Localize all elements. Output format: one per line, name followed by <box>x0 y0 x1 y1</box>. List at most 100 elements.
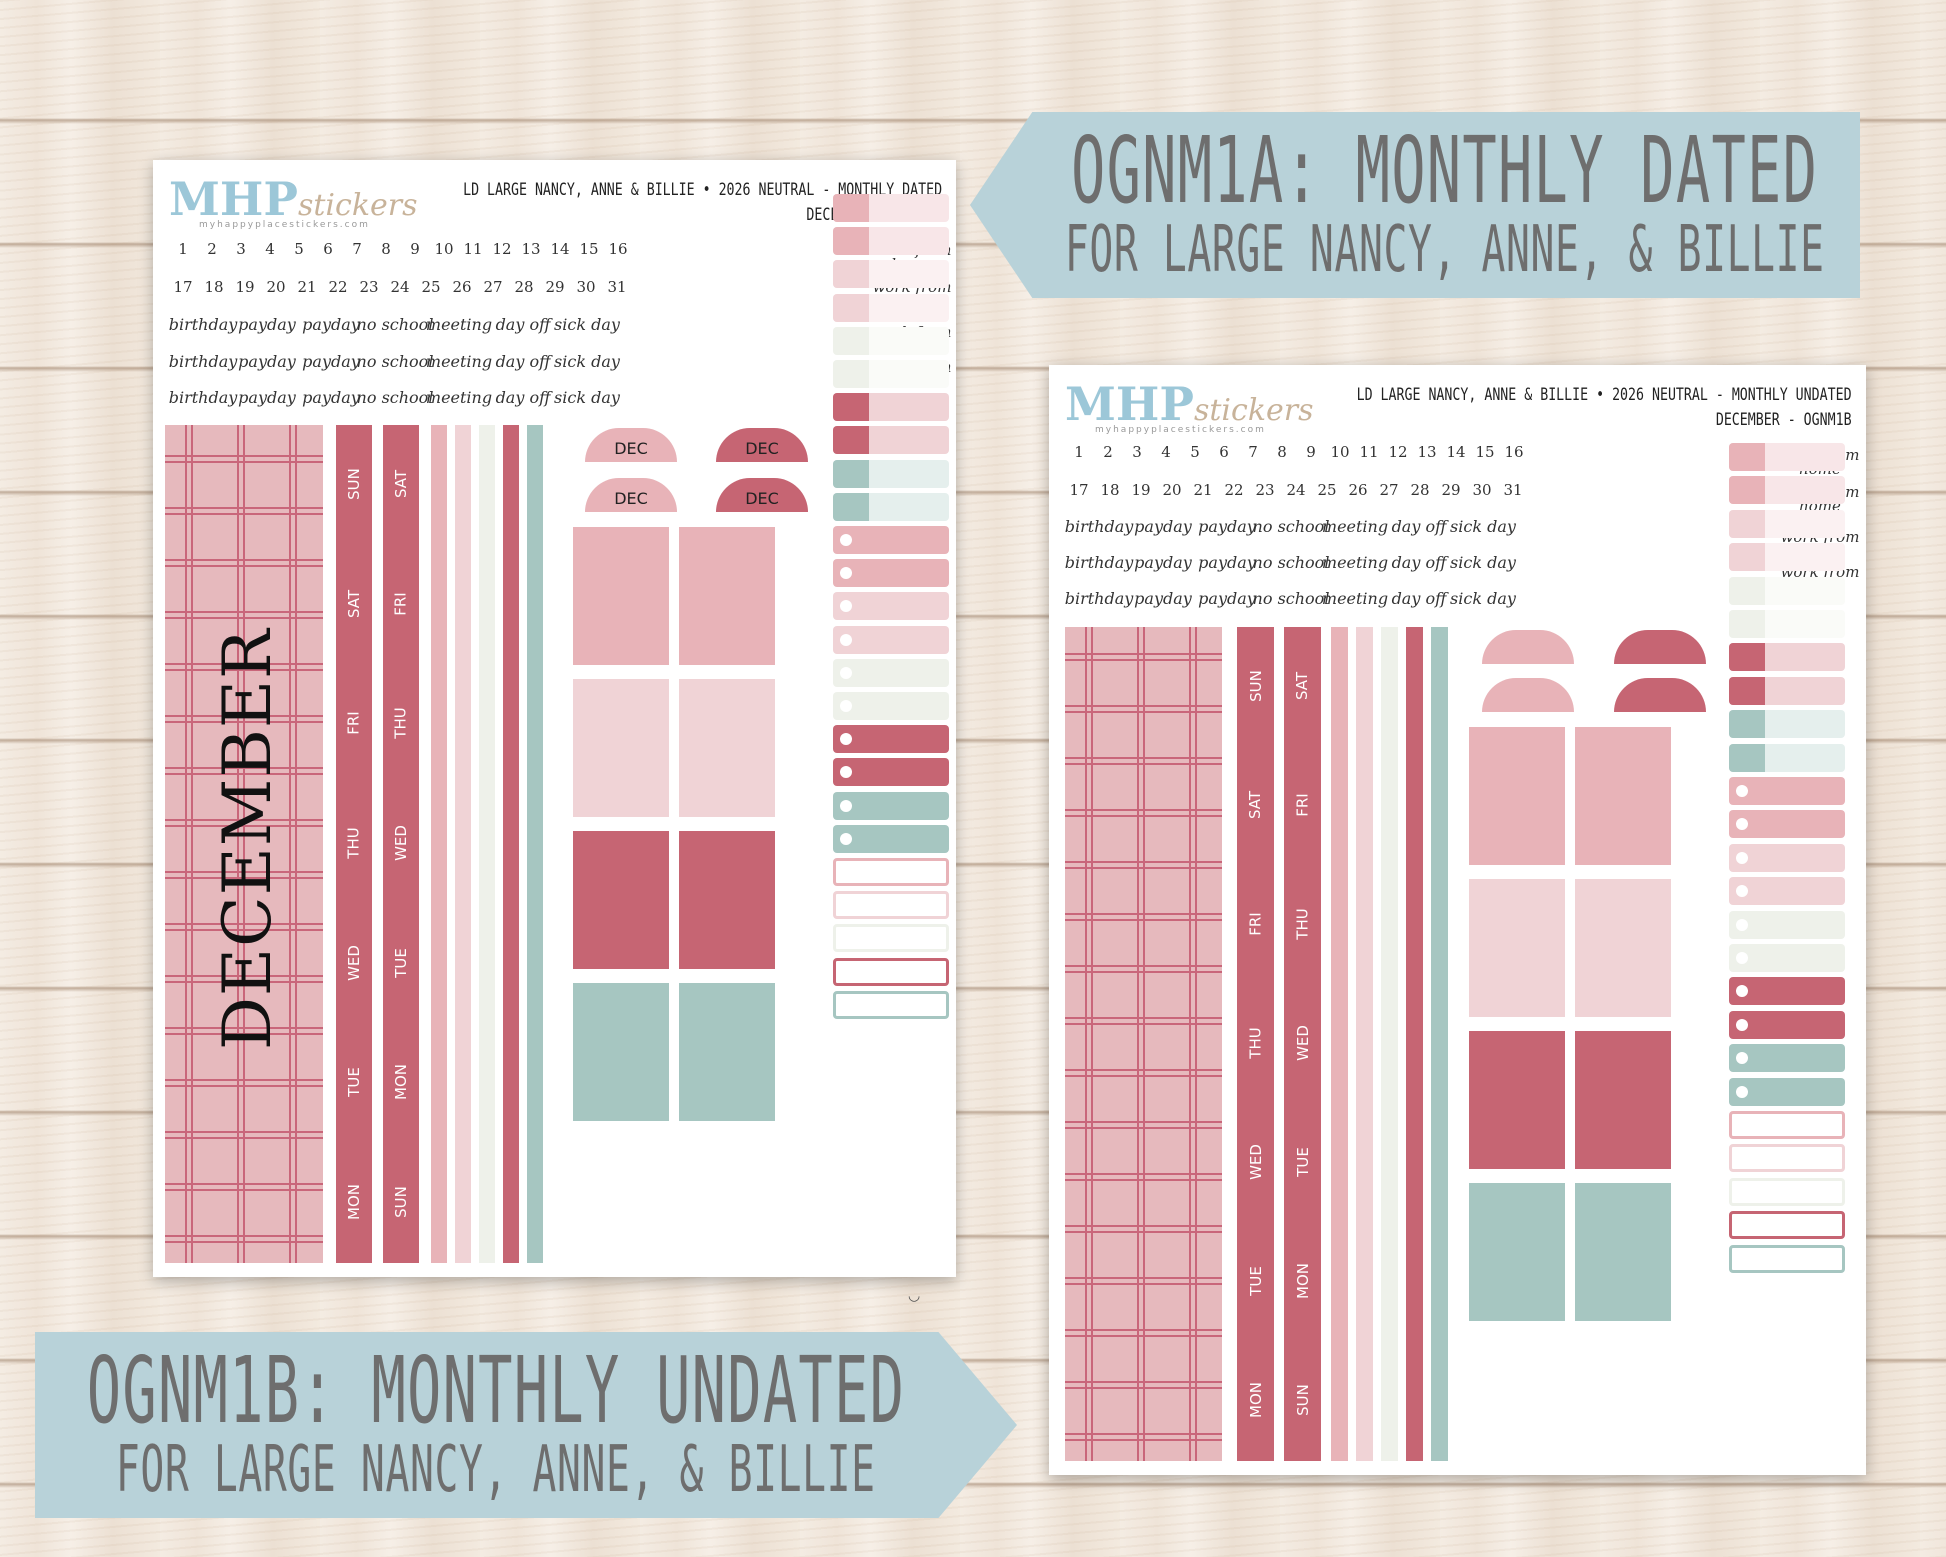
date-number: 5 <box>1190 443 1200 461</box>
label-dot <box>1736 1052 1748 1065</box>
label-dot <box>1736 851 1748 864</box>
date-number: 28 <box>514 278 534 296</box>
word-sticker: no school <box>1252 589 1330 608</box>
dot-label <box>833 692 949 720</box>
weekday-label: TUE <box>1284 1147 1321 1177</box>
word-sticker: payday <box>1198 553 1256 572</box>
weekday-label: SUN <box>1284 1385 1321 1417</box>
word-sticker: birthday <box>1064 553 1134 572</box>
word-sticker: day off <box>495 388 551 407</box>
weekday-label: FRI <box>383 591 419 616</box>
label-tab <box>833 360 869 388</box>
dot-label <box>833 791 949 820</box>
date-number: 15 <box>579 240 599 258</box>
weekday-text: SUN <box>1293 1384 1312 1417</box>
date-number: 4 <box>1161 443 1171 461</box>
full-box <box>573 831 669 969</box>
word-sticker: birthday <box>168 315 238 334</box>
weekday-text: SAT <box>345 589 363 618</box>
weekday-text: FRI <box>391 591 410 616</box>
weekday-strip: SAT FRI THU WED TUE MON SUN <box>383 425 419 1263</box>
weekday-label: SAT <box>1237 791 1274 819</box>
weekday-text: WED <box>1293 1025 1312 1061</box>
tab-label <box>833 393 949 422</box>
label-tab <box>833 393 869 422</box>
word-sticker: sick day <box>1450 553 1516 572</box>
date-number: 13 <box>521 240 541 258</box>
weekday-text: THU <box>344 827 363 859</box>
weekday-strip: SAT FRI THU WED TUE MON SUN <box>1284 627 1321 1461</box>
tab-label <box>1729 443 1845 471</box>
date-number: 10 <box>1330 443 1350 461</box>
label-tab <box>833 194 869 222</box>
date-number: 23 <box>359 278 379 296</box>
label-tab <box>833 293 869 322</box>
word-sticker: payday <box>302 388 360 407</box>
dot-label <box>833 658 949 687</box>
label-tab <box>833 260 869 289</box>
dot-label <box>1729 843 1845 872</box>
tab-label <box>833 459 949 488</box>
date-number: 23 <box>1255 481 1275 499</box>
date-number: 31 <box>607 278 627 296</box>
dot-label <box>833 625 949 654</box>
date-number: 29 <box>545 278 565 296</box>
dot-label <box>833 824 949 853</box>
label-dot <box>840 832 852 845</box>
word-sticker: sick day <box>554 388 620 407</box>
plaid-month-sticker <box>1065 627 1222 1461</box>
month-word: DECEMBER <box>209 628 286 1050</box>
label-dot <box>1736 885 1748 898</box>
weekday-label: TUE <box>1237 1266 1274 1296</box>
word-sticker: meeting <box>425 388 493 407</box>
label-dot <box>1736 952 1748 964</box>
weekday-label: WED <box>336 945 372 981</box>
sticker-sheet-dated: MHPstickers myhappyplacestickers.com LD … <box>153 160 956 1277</box>
label-dot <box>840 567 852 580</box>
weekday-text: SAT <box>1293 671 1312 700</box>
word-sticker: payday <box>302 315 360 334</box>
logo-url: myhappyplacestickers.com <box>199 220 370 230</box>
dot-label <box>1729 810 1845 839</box>
full-box <box>1575 727 1671 865</box>
weekday-text: SUN <box>1246 669 1265 702</box>
date-number: 14 <box>1446 443 1466 461</box>
weekday-label: FRI <box>1284 793 1321 816</box>
outline-label <box>833 924 949 953</box>
weekday-text: MON <box>1246 1382 1265 1419</box>
word-sticker: no school <box>356 388 434 407</box>
word-sticker: payday <box>238 388 296 407</box>
washi-strip <box>1406 627 1423 1461</box>
washi-strip <box>431 425 447 1263</box>
tab-label <box>833 326 949 355</box>
logo-brand: MHP <box>1065 377 1194 431</box>
weekday-label: TUE <box>336 1068 372 1098</box>
date-number: 21 <box>1193 481 1213 499</box>
full-box <box>1469 1183 1565 1321</box>
date-number: 12 <box>492 240 512 258</box>
full-box <box>573 983 669 1121</box>
date-number: 13 <box>1417 443 1437 461</box>
tab-label <box>833 293 949 322</box>
date-number: 25 <box>1317 481 1337 499</box>
half-circle-dec: DEC <box>585 478 677 512</box>
mhp-logo: MHPstickers myhappyplacestickers.com <box>1065 377 1314 435</box>
logo-url: myhappyplacestickers.com <box>1095 425 1266 435</box>
tab-label <box>1729 710 1845 739</box>
outline-label <box>1729 1244 1845 1273</box>
weekday-label: SAT <box>383 470 419 498</box>
date-number: 19 <box>1131 481 1151 499</box>
word-sticker: day off <box>495 352 551 371</box>
weekday-label: SUN <box>1237 670 1274 702</box>
banner-b-subtitle: FOR LARGE NANCY, ANNE, & BILLIE <box>116 1433 876 1508</box>
dot-label <box>1729 1077 1845 1106</box>
word-sticker: payday <box>1198 517 1256 536</box>
half-circle-dec: DEC <box>716 428 808 462</box>
dot-label <box>833 592 949 621</box>
dot-label <box>1729 977 1845 1006</box>
date-number: 15 <box>1475 443 1495 461</box>
weekday-text: FRI <box>1246 912 1265 936</box>
weekday-text: SUN <box>391 1186 410 1219</box>
label-dot <box>840 799 852 812</box>
label-dot <box>840 766 852 779</box>
